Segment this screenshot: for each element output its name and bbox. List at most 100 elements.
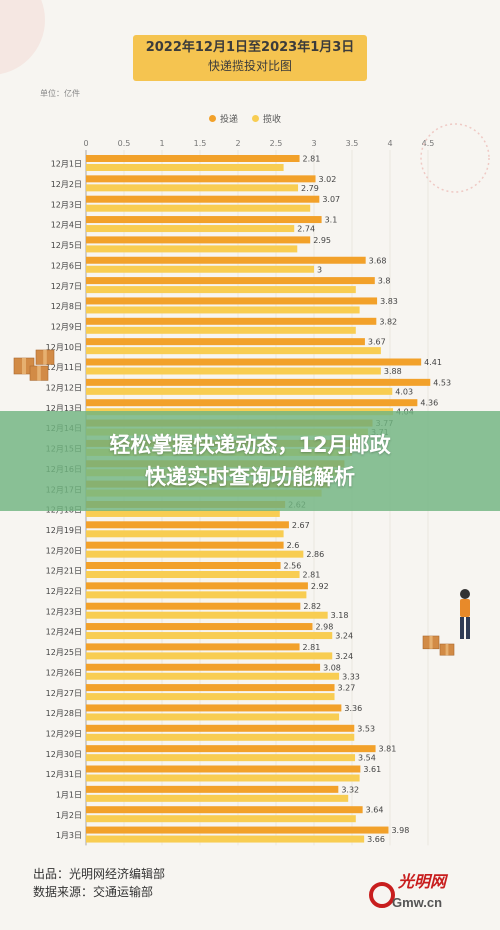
category-label: 12月30日 <box>46 750 82 759</box>
legend-item-delivery: 投递 <box>209 112 238 125</box>
package-tape <box>429 636 433 649</box>
bar-collection <box>86 550 304 558</box>
headline-line-2: 快递实时查询功能解析 <box>145 465 355 489</box>
bar-delivery <box>86 765 361 773</box>
chart-title-box: 2022年12月1日至2023年1月3日 快递揽投对比图 <box>133 35 367 81</box>
bar-collection <box>86 652 333 660</box>
data-label-collection: 3.66 <box>367 835 385 844</box>
bar-delivery <box>86 643 300 651</box>
category-label: 12月4日 <box>51 221 82 230</box>
bar-delivery <box>86 297 378 305</box>
category-label: 12月21日 <box>46 567 82 576</box>
data-label-delivery: 3.81 <box>379 745 397 754</box>
category-label: 12月25日 <box>46 648 82 657</box>
bar-collection <box>86 591 307 599</box>
category-label: 1月2日 <box>56 811 82 820</box>
data-label-delivery: 3.32 <box>341 785 359 794</box>
legend: 投递 揽收 <box>209 112 281 125</box>
category-label: 12月31日 <box>46 770 82 779</box>
category-label: 12月6日 <box>51 261 82 270</box>
x-tick-label: 0.5 <box>118 139 131 148</box>
data-label-collection: 3.88 <box>384 367 402 376</box>
bar-delivery <box>86 684 335 692</box>
data-label-delivery: 3.98 <box>391 826 409 835</box>
bar-collection <box>86 164 284 171</box>
data-label-delivery: 2.82 <box>303 602 321 611</box>
bar-collection <box>86 632 333 640</box>
data-label-collection: 3 <box>317 265 322 274</box>
category-label: 12月7日 <box>51 282 82 291</box>
credit-producer: 出品：光明网经济编辑部 <box>33 867 166 881</box>
bar-delivery <box>86 826 389 834</box>
data-label-collection: 2.81 <box>303 571 321 580</box>
bar-collection <box>86 815 356 823</box>
data-label-delivery: 2.95 <box>313 236 331 245</box>
bar-collection <box>86 754 356 762</box>
bar-delivery <box>86 378 431 386</box>
data-label-delivery: 2.56 <box>284 562 302 571</box>
courier-leg <box>460 617 464 639</box>
data-label-delivery: 3.27 <box>338 684 356 693</box>
bar-collection <box>86 184 299 192</box>
data-label-delivery: 3.02 <box>319 175 337 184</box>
legend-item-collection: 揽收 <box>252 112 281 125</box>
data-label-collection: 2.79 <box>301 184 319 193</box>
bar-collection <box>86 225 295 233</box>
bar-collection <box>86 265 314 273</box>
bar-collection <box>86 245 298 253</box>
bar-delivery <box>86 216 322 224</box>
category-label: 12月19日 <box>46 526 82 535</box>
package-tape <box>22 358 26 374</box>
x-tick-label: 1 <box>159 139 164 148</box>
bar-collection <box>86 326 356 334</box>
x-tick-label: 4 <box>387 139 392 148</box>
x-tick-label: 4.5 <box>422 139 435 148</box>
chart-title: 2022年12月1日至2023年1月3日 <box>145 40 355 55</box>
data-label-delivery: 3.68 <box>369 256 387 265</box>
package-tape <box>37 366 41 381</box>
category-label: 12月11日 <box>46 363 82 372</box>
bar-collection <box>86 713 340 721</box>
courier-body <box>460 599 470 617</box>
bar-delivery <box>86 663 321 671</box>
x-tick-label: 2.5 <box>270 139 283 148</box>
logo-text: 光明网 <box>397 872 449 891</box>
bar-delivery <box>86 175 316 183</box>
bar-collection <box>86 387 393 395</box>
category-label: 12月8日 <box>51 302 82 311</box>
legend-dot-delivery <box>209 115 216 122</box>
data-label-delivery: 3.07 <box>322 195 340 204</box>
courier-head <box>460 589 470 599</box>
data-label-delivery: 3.67 <box>368 338 386 347</box>
data-label-delivery: 4.41 <box>424 358 442 367</box>
data-label-delivery: 3.36 <box>344 704 362 713</box>
bar-collection <box>86 794 349 802</box>
category-label: 1月1日 <box>56 791 82 800</box>
bar-collection <box>86 347 381 355</box>
bar-collection <box>86 693 335 701</box>
data-label-delivery: 3.8 <box>378 277 391 286</box>
data-label-delivery: 3.1 <box>325 216 338 225</box>
data-label-delivery: 3.64 <box>366 806 384 815</box>
bar-collection <box>86 835 365 843</box>
logo-domain: Gmw.cn <box>392 895 442 910</box>
bar-delivery <box>86 521 289 529</box>
package-tape <box>43 350 47 365</box>
package-tape <box>445 644 449 656</box>
bar-collection <box>86 672 340 680</box>
category-label: 12月13日 <box>46 404 82 413</box>
data-label-delivery: 2.81 <box>303 643 321 652</box>
unit-label: 单位：亿件 <box>40 89 80 98</box>
category-label: 12月9日 <box>51 322 82 331</box>
x-tick-label: 3.5 <box>346 139 359 148</box>
category-label: 12月20日 <box>46 546 82 555</box>
x-tick-label: 1.5 <box>194 139 207 148</box>
bar-delivery <box>86 277 375 285</box>
bar-collection <box>86 204 311 212</box>
bar-collection <box>86 509 280 517</box>
x-tick-label: 0 <box>83 139 88 148</box>
bar-delivery <box>86 724 355 732</box>
data-label-delivery: 3.83 <box>380 297 398 306</box>
bar-collection <box>86 530 284 538</box>
data-label-delivery: 4.53 <box>433 378 451 387</box>
